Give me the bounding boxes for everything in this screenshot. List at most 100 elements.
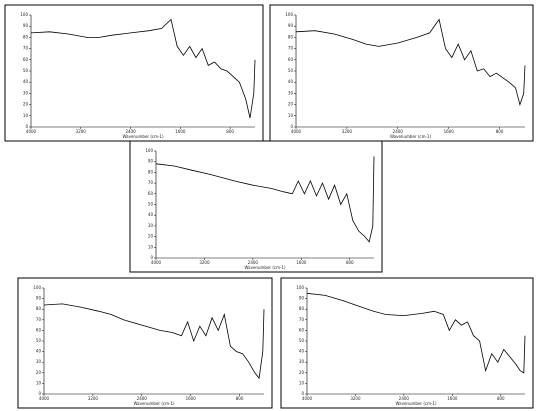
x-tick-label: 3200 — [88, 396, 99, 401]
spectrum-line — [306, 292, 526, 374]
y-tick-label: 90 — [299, 296, 305, 301]
y-tick-label: 40 — [288, 79, 294, 84]
y-tick-label: 0 — [301, 391, 304, 396]
y-tick-label: 80 — [288, 34, 294, 39]
x-tick-label: 2400 — [137, 396, 148, 401]
y-tick-label: 0 — [25, 124, 28, 129]
y-tick-label: 30 — [36, 359, 42, 364]
y-tick-label: 80 — [36, 306, 42, 311]
x-tick-label: 3200 — [342, 129, 353, 134]
y-tick-label: 90 — [288, 23, 294, 28]
y-tick-label: 100 — [296, 285, 304, 290]
y-tick-label: 30 — [288, 90, 294, 95]
y-tick-label: 50 — [288, 68, 294, 73]
x-tick-label: 800 — [496, 129, 504, 134]
y-tick-label: 20 — [148, 234, 154, 239]
panel-frame — [280, 277, 534, 409]
x-tick-label: 2400 — [248, 260, 259, 265]
x-axis-label: Wavenumber (cm-1) — [122, 134, 164, 139]
y-tick-label: 10 — [288, 113, 294, 118]
x-tick-label: 4000 — [302, 396, 313, 401]
x-tick-label: 800 — [226, 129, 234, 134]
panel-frame — [129, 140, 383, 273]
y-tick-label: 0 — [150, 255, 153, 260]
x-tick-label: 4000 — [291, 129, 302, 134]
panel-frame — [269, 4, 534, 142]
y-tick-label: 90 — [148, 159, 154, 164]
y-tick-label: 20 — [36, 370, 42, 375]
x-axis-label: Wavenumber (cm-1) — [244, 265, 286, 270]
y-tick-label: 20 — [288, 102, 294, 107]
x-axis-label: Wavenumber (cm-1) — [390, 134, 432, 139]
spectrum-panel: 0 10 20 30 40 50 60 70 80 90 100 4000 3200 2400 1600 80… — [129, 140, 383, 273]
y-tick-label: 40 — [148, 212, 154, 217]
x-tick-label: 800 — [236, 396, 244, 401]
y-tick-label: 10 — [36, 380, 42, 385]
y-tick-label: 100 — [145, 148, 153, 153]
y-tick-label: 0 — [290, 124, 293, 129]
y-tick-label: 30 — [299, 359, 305, 364]
spectrum-line — [295, 18, 526, 106]
y-tick-label: 70 — [299, 317, 305, 322]
y-tick-label: 90 — [36, 296, 42, 301]
y-tick-label: 70 — [23, 46, 29, 51]
x-tick-label: 4000 — [26, 129, 37, 134]
y-tick-label: 80 — [299, 306, 305, 311]
y-tick-label: 20 — [299, 370, 305, 375]
y-tick-label: 60 — [299, 327, 305, 332]
spectrum-line — [155, 156, 375, 243]
y-tick-label: 50 — [23, 68, 29, 73]
spectrum-line — [30, 18, 256, 119]
spectrum-panel: 0 10 20 30 40 50 60 70 80 90 100 4000 3200 2400 1600 80… — [4, 4, 264, 142]
y-tick-label: 60 — [36, 327, 42, 332]
y-tick-label: 30 — [148, 223, 154, 228]
y-tick-label: 10 — [299, 380, 305, 385]
y-tick-label: 100 — [33, 285, 41, 290]
y-tick-label: 10 — [148, 244, 154, 249]
y-tick-label: 60 — [148, 191, 154, 196]
y-tick-label: 100 — [20, 12, 28, 17]
x-tick-label: 1600 — [175, 129, 186, 134]
y-tick-label: 50 — [299, 338, 305, 343]
x-tick-label: 4000 — [39, 396, 50, 401]
x-tick-label: 1600 — [447, 396, 458, 401]
panel-frame — [17, 277, 273, 409]
y-tick-label: 80 — [23, 34, 29, 39]
panel-frame — [4, 4, 264, 142]
y-tick-label: 60 — [288, 57, 294, 62]
y-tick-label: 80 — [148, 169, 154, 174]
y-tick-label: 20 — [23, 102, 29, 107]
x-axis-label: Wavenumber (cm-1) — [395, 401, 437, 406]
y-tick-label: 50 — [148, 202, 154, 207]
x-tick-label: 2400 — [393, 129, 404, 134]
y-tick-label: 70 — [148, 180, 154, 185]
y-tick-label: 40 — [299, 349, 305, 354]
x-tick-label: 1600 — [444, 129, 455, 134]
y-tick-label: 10 — [23, 113, 29, 118]
y-tick-label: 40 — [36, 349, 42, 354]
y-tick-label: 70 — [36, 317, 42, 322]
y-tick-label: 60 — [23, 57, 29, 62]
y-tick-label: 100 — [285, 12, 293, 17]
y-tick-label: 40 — [23, 79, 29, 84]
x-tick-label: 2400 — [125, 129, 136, 134]
x-tick-label: 2400 — [399, 396, 410, 401]
y-tick-label: 90 — [23, 23, 29, 28]
y-tick-label: 50 — [36, 338, 42, 343]
x-tick-label: 3200 — [199, 260, 210, 265]
x-tick-label: 1600 — [296, 260, 307, 265]
spectrum-panel: 0 10 20 30 40 50 60 70 80 90 100 4000 3200 2400 1600 80… — [269, 4, 534, 142]
x-tick-label: 800 — [497, 396, 505, 401]
x-tick-label: 3200 — [76, 129, 87, 134]
x-tick-label: 4000 — [151, 260, 162, 265]
x-tick-label: 3200 — [350, 396, 361, 401]
x-tick-label: 800 — [346, 260, 354, 265]
y-tick-label: 70 — [288, 46, 294, 51]
y-tick-label: 30 — [23, 90, 29, 95]
spectrum-panel: 0 10 20 30 40 50 60 70 80 90 100 4000 3200 2400 1600 80… — [17, 277, 273, 409]
y-tick-label: 0 — [38, 391, 41, 396]
spectrum-line — [43, 303, 265, 380]
x-tick-label: 1600 — [186, 396, 197, 401]
x-axis-label: Wavenumber (cm-1) — [133, 401, 175, 406]
